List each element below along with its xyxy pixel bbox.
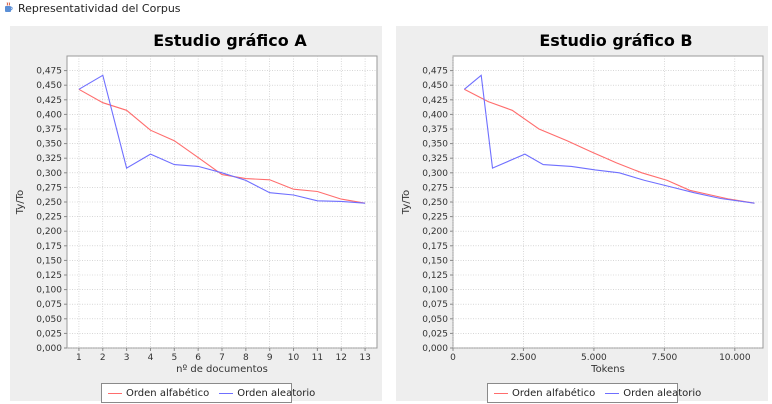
x-tick-label: 2 bbox=[100, 353, 106, 363]
legend-label: Orden alfabético bbox=[512, 387, 596, 399]
y-axis-label: Ty/To bbox=[15, 190, 26, 215]
y-tick-label: 0,425 bbox=[422, 96, 448, 106]
window-title: Representatividad del Corpus bbox=[18, 2, 181, 15]
legend-item: Orden alfabético bbox=[108, 388, 209, 399]
y-tick-label: 0,375 bbox=[422, 125, 448, 135]
y-tick-label: 0,400 bbox=[36, 110, 62, 120]
window-titlebar: Representatividad del Corpus bbox=[0, 0, 772, 17]
series-line-2 bbox=[78, 74, 366, 204]
legend-swatch-series-2 bbox=[605, 392, 620, 394]
y-tick-label: 0,250 bbox=[36, 198, 62, 208]
x-tick-label: 7.500 bbox=[651, 353, 677, 363]
chart-panel-b: Estudio gráfico B 0,000 0,025 0,050 0,075 0,1… bbox=[396, 26, 768, 403]
chart-b: Estudio gráfico B 0,000 0,025 0,050 0,075 0,1… bbox=[401, 31, 764, 375]
chart-title: Estudio gráfico B bbox=[539, 31, 692, 50]
y-tick-label: 0,050 bbox=[422, 315, 448, 325]
y-tick-label: 0,200 bbox=[36, 227, 62, 237]
x-axis-label: nº de documentos bbox=[176, 364, 268, 375]
y-tick-label: 0,275 bbox=[36, 183, 62, 193]
x-tick-label: 10 bbox=[288, 353, 300, 363]
x-tick-label: 7 bbox=[219, 353, 225, 363]
y-tick-label: 0,075 bbox=[36, 300, 62, 310]
y-tick-label: 0,300 bbox=[422, 169, 448, 179]
java-cup-icon bbox=[5, 2, 13, 12]
x-tick-label: 6 bbox=[195, 353, 201, 363]
legend-swatch-series-1 bbox=[108, 392, 122, 394]
y-tick-label: 0,250 bbox=[422, 198, 448, 208]
y-tick-label: 0,350 bbox=[422, 140, 448, 150]
x-tick-label: 0 bbox=[450, 353, 456, 363]
legend-label: Orden alfabético bbox=[126, 387, 210, 399]
series-line-1 bbox=[464, 88, 755, 204]
x-tick-label: 2.500 bbox=[511, 353, 537, 363]
x-tick-label: 12 bbox=[336, 353, 347, 363]
series-line-2 bbox=[463, 74, 755, 204]
y-tick-label: 0,350 bbox=[36, 140, 62, 150]
x-tick-label: 1 bbox=[76, 353, 82, 363]
y-tick-label: 0,150 bbox=[422, 256, 448, 266]
y-tick-label: 0,050 bbox=[36, 315, 62, 325]
legend-label: Orden aleatorio bbox=[237, 387, 316, 399]
chart-a: Estudio gráfico A 0,000 0,025 0,050 0,075 0,1… bbox=[15, 31, 378, 375]
y-tick-label: 0,400 bbox=[422, 110, 448, 120]
y-tick-label: 0,100 bbox=[36, 286, 62, 296]
x-tick-label: 4 bbox=[148, 353, 154, 363]
y-tick-label: 0,025 bbox=[36, 329, 62, 339]
legend-label: Orden aleatorio bbox=[623, 387, 702, 399]
y-tick-label: 0,175 bbox=[36, 242, 62, 252]
legend-a: Orden alfabético Orden aleatorio bbox=[101, 383, 315, 403]
legend-swatch-series-2 bbox=[219, 392, 234, 394]
y-tick-label: 0,000 bbox=[422, 344, 448, 354]
chart-panel-a: Estudio gráfico A 0,000 0,025 0,050 0,075 0,1… bbox=[10, 26, 382, 403]
x-tick-label: 9 bbox=[267, 353, 273, 363]
series-line-1 bbox=[78, 88, 366, 204]
x-tick-label: 10.000 bbox=[719, 353, 751, 363]
legend-item: Orden aleatorio bbox=[605, 388, 701, 399]
y-tick-label: 0,125 bbox=[422, 271, 448, 281]
chart-title: Estudio gráfico A bbox=[153, 31, 307, 50]
y-axis-label: Ty/To bbox=[401, 190, 412, 215]
legend-item: Orden alfabético bbox=[494, 388, 595, 399]
y-tick-label: 0,325 bbox=[36, 154, 62, 164]
y-tick-label: 0,175 bbox=[422, 242, 448, 252]
y-tick-label: 0,475 bbox=[36, 67, 62, 77]
y-tick-label: 0,225 bbox=[422, 213, 448, 223]
x-tick-label: 3 bbox=[124, 353, 130, 363]
y-tick-label: 0,275 bbox=[422, 183, 448, 193]
y-tick-label: 0,300 bbox=[36, 169, 62, 179]
legend-item: Orden aleatorio bbox=[219, 388, 315, 399]
x-tick-label: 8 bbox=[243, 353, 249, 363]
y-tick-label: 0,100 bbox=[422, 286, 448, 296]
y-tick-label: 0,425 bbox=[36, 96, 62, 106]
y-tick-label: 0,125 bbox=[36, 271, 62, 281]
x-tick-label: 11 bbox=[312, 353, 323, 363]
y-tick-label: 0,200 bbox=[422, 227, 448, 237]
y-tick-label: 0,450 bbox=[422, 81, 448, 91]
y-tick-label: 0,225 bbox=[36, 213, 62, 223]
legend-swatch-series-1 bbox=[494, 392, 508, 394]
y-tick-label: 0,325 bbox=[422, 154, 448, 164]
x-axis-label: Tokens bbox=[590, 364, 625, 375]
y-tick-label: 0,375 bbox=[36, 125, 62, 135]
y-tick-label: 0,075 bbox=[422, 300, 448, 310]
y-tick-label: 0,000 bbox=[36, 344, 62, 354]
y-tick-label: 0,025 bbox=[422, 329, 448, 339]
y-tick-label: 0,150 bbox=[36, 256, 62, 266]
x-tick-label: 5 bbox=[171, 353, 177, 363]
x-tick-label: 5.000 bbox=[581, 353, 607, 363]
x-tick-label: 13 bbox=[359, 353, 370, 363]
legend-b: Orden alfabético Orden aleatorio bbox=[487, 383, 701, 403]
y-tick-label: 0,475 bbox=[422, 67, 448, 77]
y-tick-label: 0,450 bbox=[36, 81, 62, 91]
